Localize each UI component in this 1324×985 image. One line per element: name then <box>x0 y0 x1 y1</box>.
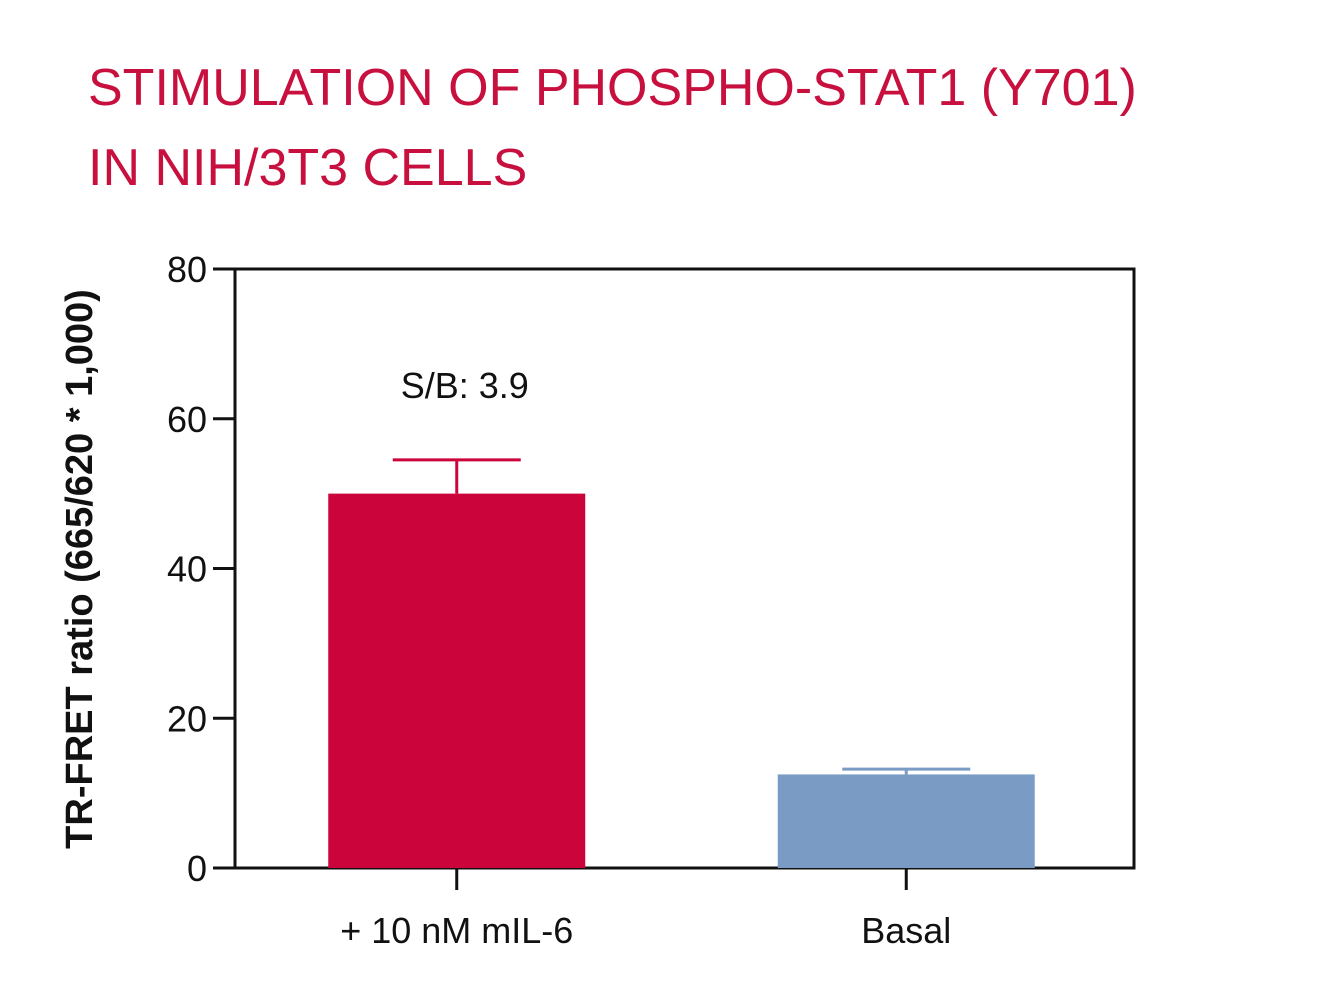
chart-title-line-2: IN NIH/3T3 CELLS <box>88 139 527 197</box>
y-tick-label: 0 <box>187 848 207 889</box>
plot-area: 0 20 40 60 80 + 10 nM mIL-6 Basal S/B: 3.9 <box>167 249 1136 951</box>
annotation-label: S/B: 3.9 <box>401 365 529 406</box>
bar <box>328 493 586 868</box>
y-axis-label: TR-FRET ratio (665/620 * 1,000) <box>59 289 101 849</box>
bar <box>777 774 1035 868</box>
y-tick-label: 60 <box>167 399 207 440</box>
x-tick-label: Basal <box>861 910 951 951</box>
x-tick-label: + 10 nM mIL-6 <box>340 910 573 951</box>
y-tick-label: 80 <box>167 249 207 290</box>
chart-title-line-1: STIMULATION OF PHOSPHO-STAT1 (Y701) <box>88 59 1137 117</box>
y-tick-label: 40 <box>167 549 207 590</box>
y-tick-label: 20 <box>167 698 207 739</box>
